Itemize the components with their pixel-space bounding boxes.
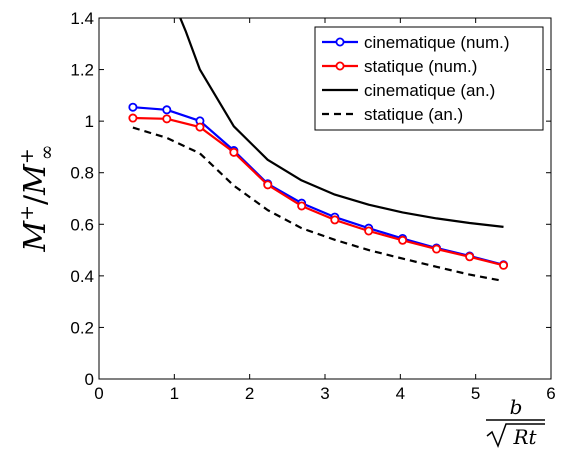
svg-text:b: b xyxy=(510,395,523,419)
x-tick-label: 0 xyxy=(94,384,103,403)
y-axis-label: M+/M+∞ xyxy=(16,144,58,252)
legend-marker xyxy=(335,61,345,71)
legend: cinematique (num.) statique (num.) cinemat… xyxy=(314,26,544,131)
series-2-point xyxy=(398,235,408,245)
legend-label: statique (num.) xyxy=(364,57,477,76)
series-layer xyxy=(128,18,509,283)
x-tick-label: 3 xyxy=(320,384,329,403)
x-tick-label: 1 xyxy=(170,384,179,403)
y-tick-label: 0.4 xyxy=(70,267,94,286)
y-tick-label: 0.8 xyxy=(70,164,94,183)
legend-items: cinematique (num.) statique (num.) cinemat… xyxy=(322,33,510,124)
y-tick-label: 1.4 xyxy=(70,9,94,28)
x-tick-label: 4 xyxy=(396,384,405,403)
series-2-point xyxy=(162,114,172,124)
series-2-point xyxy=(364,226,374,236)
legend-label: cinematique (an.) xyxy=(364,81,495,100)
series-2-point xyxy=(499,260,509,270)
y-tick-label: 1.2 xyxy=(70,61,94,80)
series-2-point xyxy=(195,122,205,132)
series-2-point xyxy=(229,147,239,157)
series-2-point xyxy=(263,180,273,190)
series-line-3 xyxy=(179,18,504,228)
series-2-point xyxy=(465,252,475,262)
series-line-4 xyxy=(132,126,504,283)
legend-box xyxy=(314,26,544,131)
legend-label: statique (an.) xyxy=(364,105,463,124)
x-tick-label: 5 xyxy=(471,384,480,403)
x-label-radical-sign xyxy=(486,423,545,449)
series-1-point xyxy=(128,102,138,112)
y-tick-label: 1 xyxy=(85,112,94,131)
legend-label: cinematique (num.) xyxy=(364,33,510,52)
y-tick-label: 0 xyxy=(85,370,94,389)
ticks-layer: 0 1 2 3 4 5 6 0 0.2 0.4 0.6 0.8 1 1.2 1.4 xyxy=(70,9,555,403)
series-2-point xyxy=(297,201,307,211)
series-1-point xyxy=(162,105,172,115)
series-line-2 xyxy=(132,116,504,267)
svg-text:Rt: Rt xyxy=(512,425,537,449)
x-tick-label: 6 xyxy=(546,384,555,403)
series-2-point xyxy=(431,244,441,254)
y-tick-label: 0.6 xyxy=(70,215,94,234)
legend-marker xyxy=(335,37,345,47)
series-2-point xyxy=(128,113,138,123)
series-2-point xyxy=(330,215,340,225)
x-tick-label: 2 xyxy=(245,384,254,403)
y-tick-label: 0.2 xyxy=(70,318,94,337)
svg-text:M+/M+∞: M+/M+∞ xyxy=(16,144,58,252)
x-axis-label: b Rt xyxy=(486,395,545,449)
